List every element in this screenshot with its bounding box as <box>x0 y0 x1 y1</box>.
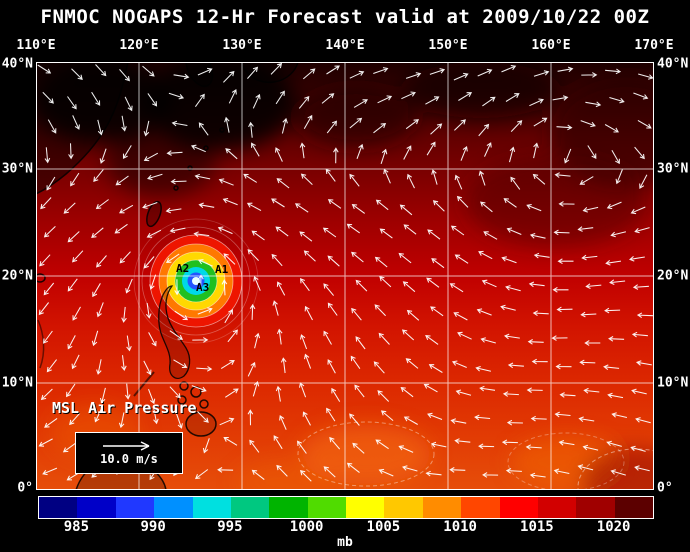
lon-tick-label: 120°E <box>119 38 159 53</box>
colorbar-segment <box>576 497 615 518</box>
pressure-contour-lines <box>297 421 654 490</box>
colorbar-segment <box>499 497 538 518</box>
colorbar-segment <box>422 497 462 518</box>
colorbar-segment <box>115 497 155 518</box>
lat-tick-label: 10°N <box>1 375 33 391</box>
lon-tick-label: 150°E <box>428 38 468 53</box>
wind-scale-label: 10.0 m/s <box>100 452 158 466</box>
storm-marker-a2: A2 <box>176 262 190 275</box>
lat-tick-label: 20°N <box>1 268 33 284</box>
colorbar-tick-label: 1010 <box>443 519 477 535</box>
colorbar-segment <box>346 497 385 518</box>
lon-tick-label: 160°E <box>531 38 571 53</box>
colorbar-segment <box>307 497 346 518</box>
colorbar-segment <box>154 497 193 518</box>
grid-lines <box>36 62 654 490</box>
colorbar-segment <box>269 497 308 518</box>
colorbar-segment <box>77 497 116 518</box>
lon-tick-label: 110°E <box>16 38 56 53</box>
lat-tick-label: 20°N <box>657 268 689 284</box>
map-border <box>36 62 654 490</box>
colorbar-segment <box>461 497 500 518</box>
colorbar-segment <box>384 497 423 518</box>
chart-title: FNMOC NOGAPS 12-Hr Forecast valid at 200… <box>40 6 650 28</box>
storm-marker-a3: A3 <box>196 281 210 294</box>
colorbar <box>38 496 654 519</box>
colorbar-tick-label: 1005 <box>366 519 401 535</box>
lat-tick-label: 30°N <box>657 161 689 177</box>
pressure-map <box>36 62 654 490</box>
colorbar-tick-label: 990 <box>140 519 166 535</box>
lon-tick-label: 140°E <box>325 38 365 53</box>
colorbar-segment <box>39 497 78 518</box>
wind-scale-box: 10.0 m/s <box>75 432 183 474</box>
lat-tick-label: 40°N <box>1 56 33 72</box>
lat-tick-label: 0° <box>17 480 33 496</box>
storm-marker-a1: A1 <box>215 263 229 276</box>
wind-scale-arrow-icon <box>103 441 150 451</box>
colorbar-tick-label: 1000 <box>289 519 324 535</box>
lon-tick-label: 170°E <box>634 38 674 53</box>
lat-tick-label: 0° <box>657 480 673 496</box>
colorbar-tick-label: 995 <box>217 519 243 535</box>
colorbar-segment <box>192 497 231 518</box>
colorbar-tick-label: 985 <box>63 519 90 535</box>
lat-tick-label: 10°N <box>657 375 689 391</box>
colorbar-segment <box>614 497 653 518</box>
pressure-anomaly-blobs <box>36 62 654 490</box>
colorbar-segment <box>230 497 270 518</box>
lon-tick-label: 130°E <box>222 38 262 53</box>
field-label: MSL Air Pressure <box>52 399 197 417</box>
colorbar-segment <box>537 497 577 518</box>
colorbar-tick-label: 1020 <box>596 519 631 535</box>
lat-tick-label: 30°N <box>1 161 33 177</box>
colorbar-unit-label: mb <box>337 535 353 550</box>
lat-tick-label: 40°N <box>657 56 689 72</box>
colorbar-tick-label: 1015 <box>520 519 554 535</box>
